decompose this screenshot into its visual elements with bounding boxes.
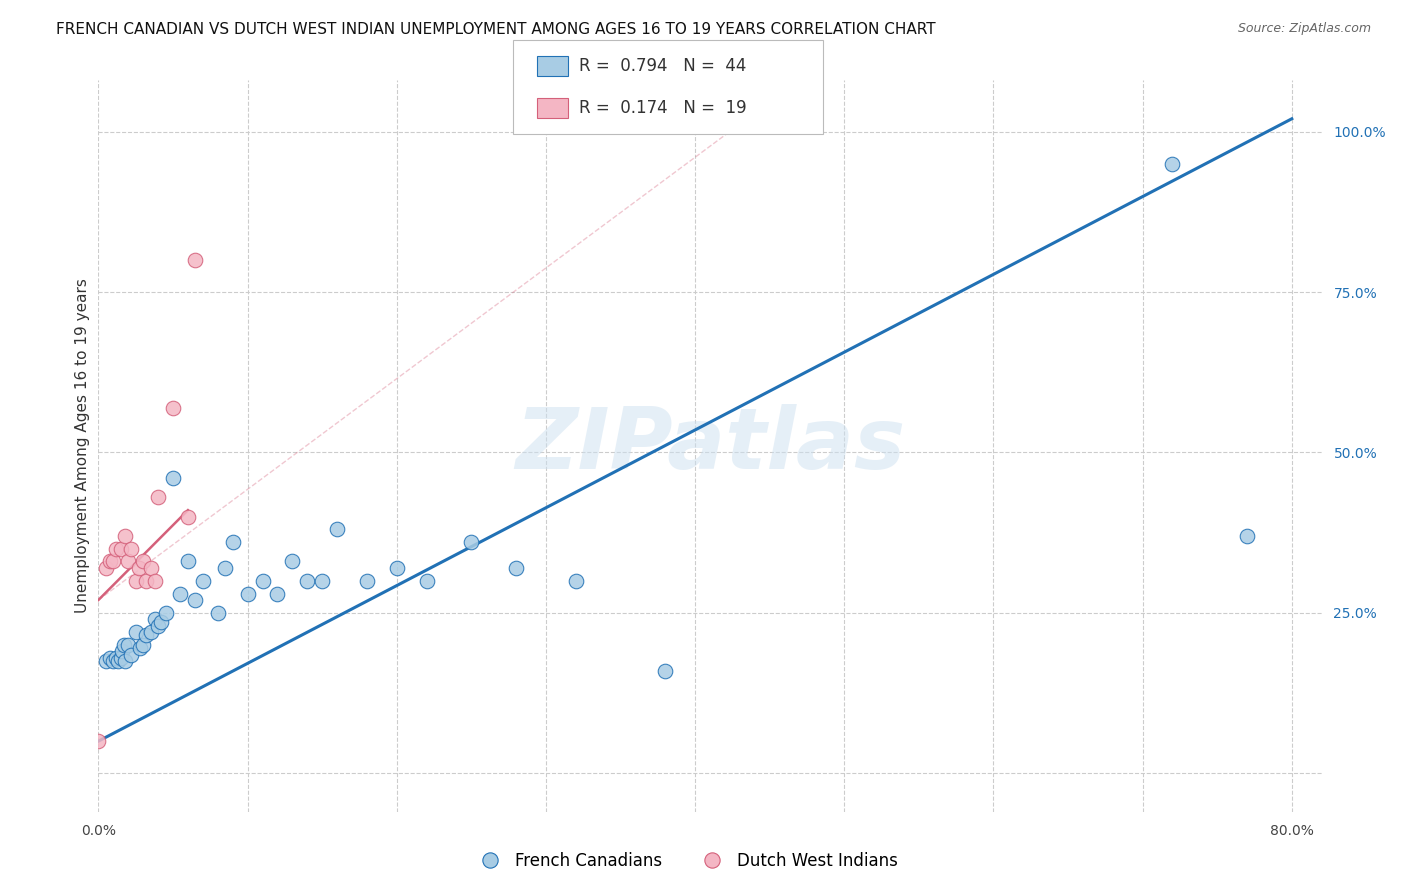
Point (107, 654, 129, 668)
Point (143, 574, 166, 588)
Point (120, 541, 142, 556)
Point (311, 574, 333, 588)
Point (132, 554, 155, 568)
Point (150, 615, 173, 630)
Point (125, 625, 148, 640)
Point (146, 618, 169, 632)
Point (120, 648, 142, 662)
Point (654, 664, 676, 678)
Point (129, 641, 152, 656)
Point (356, 574, 378, 588)
Point (98, 650, 121, 665)
Point (103, 654, 125, 668)
Point (162, 471, 184, 485)
Point (111, 644, 134, 658)
Point (177, 509, 200, 524)
Point (98, 554, 121, 568)
Point (415, 574, 437, 588)
Point (221, 535, 243, 549)
Point (460, 535, 482, 549)
Point (114, 654, 136, 668)
Point (146, 491, 169, 505)
Point (139, 561, 162, 575)
Point (236, 586, 259, 600)
Point (266, 586, 288, 600)
Point (326, 523, 349, 537)
Point (565, 574, 588, 588)
Point (135, 574, 157, 588)
Point (94, 561, 117, 575)
Point (143, 612, 166, 626)
Point (135, 628, 157, 642)
Point (505, 561, 527, 575)
Point (114, 529, 136, 543)
Point (128, 561, 150, 575)
Point (94, 654, 117, 668)
Point (132, 638, 155, 652)
Point (1161, 157, 1184, 171)
Point (117, 554, 139, 568)
Point (125, 574, 148, 588)
Point (162, 401, 184, 415)
Point (139, 625, 162, 640)
Point (177, 554, 200, 568)
Point (105, 650, 128, 665)
Text: Source: ZipAtlas.com: Source: ZipAtlas.com (1237, 22, 1371, 36)
Point (155, 606, 177, 620)
Point (110, 650, 132, 665)
Y-axis label: Unemployment Among Ages 16 to 19 years: Unemployment Among Ages 16 to 19 years (75, 278, 90, 614)
Point (117, 638, 139, 652)
Point (191, 574, 214, 588)
Point (110, 541, 132, 556)
Text: R =  0.174   N =  19: R = 0.174 N = 19 (579, 99, 747, 117)
Point (184, 252, 207, 267)
Text: FRENCH CANADIAN VS DUTCH WEST INDIAN UNEMPLOYMENT AMONG AGES 16 TO 19 YEARS CORR: FRENCH CANADIAN VS DUTCH WEST INDIAN UNE… (56, 22, 936, 37)
Point (385, 561, 408, 575)
Point (281, 554, 304, 568)
Point (1236, 529, 1258, 543)
Point (207, 606, 229, 620)
Legend: French Canadians, Dutch West Indians: French Canadians, Dutch West Indians (467, 846, 904, 877)
Point (112, 638, 135, 652)
Point (169, 586, 191, 600)
Point (103, 554, 125, 568)
Point (87, 734, 110, 748)
Text: ZIPatlas: ZIPatlas (515, 404, 905, 488)
Point (105, 541, 128, 556)
Point (297, 574, 319, 588)
Point (214, 561, 236, 575)
Text: R =  0.794   N =  44: R = 0.794 N = 44 (579, 57, 747, 75)
Point (252, 574, 274, 588)
Point (184, 593, 207, 607)
